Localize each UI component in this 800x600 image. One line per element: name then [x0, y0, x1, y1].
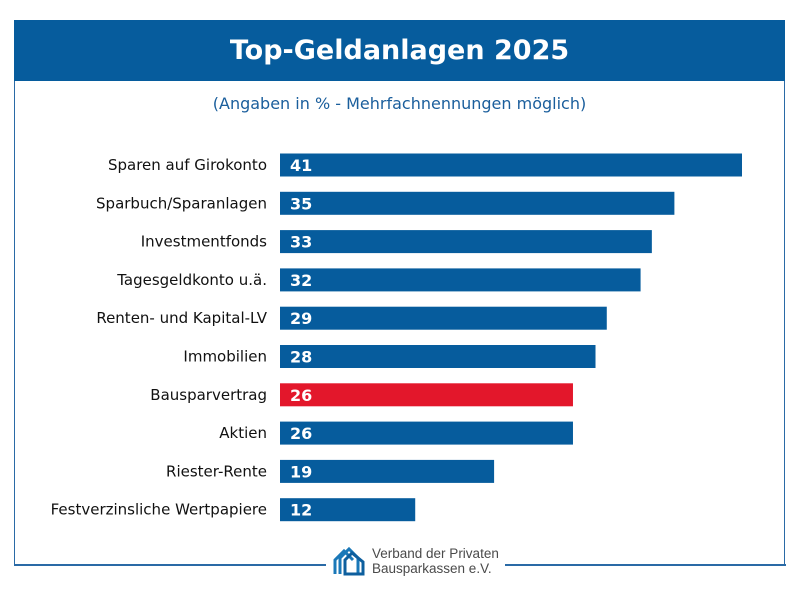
data-label: 19: [290, 462, 312, 481]
data-label: 41: [290, 156, 312, 175]
bar: [280, 153, 742, 177]
bar: [280, 345, 596, 368]
bar: [280, 459, 495, 483]
category-label: Aktien: [219, 424, 267, 442]
data-label: 35: [290, 194, 312, 213]
data-label: 32: [290, 271, 312, 290]
bar: [280, 383, 573, 407]
logo-line2: Bausparkassen e.V.: [372, 561, 492, 576]
logo-line1: Verband der Privaten: [372, 546, 499, 561]
category-label: Sparen auf Girokonto: [108, 156, 267, 174]
data-label: 29: [290, 309, 312, 328]
category-label: Immobilien: [183, 348, 267, 366]
footer-logo: Verband der Privaten Bausparkassen e.V.: [326, 546, 505, 576]
divider: [14, 564, 326, 566]
data-label: 26: [290, 386, 312, 405]
bar: [280, 498, 416, 522]
category-label: Sparbuch/Sparanlagen: [96, 194, 267, 212]
category-label: Tagesgeldkonto u.ä.: [116, 271, 267, 289]
houses-icon: [333, 546, 365, 576]
bar: [280, 421, 573, 445]
divider: [478, 564, 786, 566]
category-label: Renten- und Kapital-LV: [96, 309, 267, 327]
bar: [280, 230, 652, 254]
category-label: Investmentfonds: [141, 233, 267, 251]
bar: [280, 306, 607, 330]
category-label: Bausparvertrag: [150, 386, 267, 404]
bar: [280, 191, 675, 215]
data-label: 28: [290, 348, 312, 367]
chart-subtitle: (Angaben in % - Mehrfachnennungen möglic…: [212, 94, 587, 113]
data-label: 26: [290, 424, 312, 443]
data-label: 12: [290, 501, 312, 520]
bar: [280, 268, 641, 292]
chart-title: Top-Geldanlagen 2025: [14, 20, 785, 81]
category-label: Festverzinsliche Wertpapiere: [51, 501, 267, 519]
data-label: 33: [290, 233, 312, 252]
category-label: Riester-Rente: [166, 462, 267, 480]
